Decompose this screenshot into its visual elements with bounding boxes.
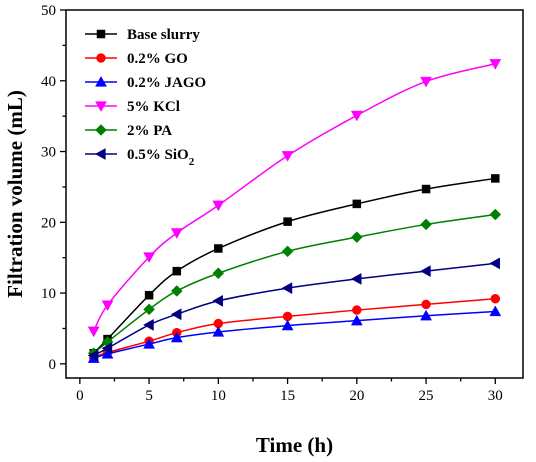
series-5 xyxy=(87,257,500,362)
legend-label: 0.5% SiO2 xyxy=(127,147,195,168)
plot-frame xyxy=(65,9,524,379)
data-point xyxy=(87,326,100,338)
data-point xyxy=(491,174,500,183)
legend-marker xyxy=(94,148,106,160)
data-point xyxy=(143,303,155,316)
x-tick-label: 10 xyxy=(211,388,226,404)
series-0 xyxy=(89,174,500,358)
legend-label: 2% PA xyxy=(127,123,172,139)
series-4 xyxy=(87,208,502,360)
data-point xyxy=(283,217,292,226)
y-tick-label: 0 xyxy=(49,357,57,373)
data-point xyxy=(420,218,432,231)
legend-entry: Base slurry xyxy=(85,27,200,43)
legend-marker xyxy=(96,29,106,39)
data-point xyxy=(143,318,154,331)
data-point xyxy=(489,208,502,221)
x-tick-label: 25 xyxy=(419,388,434,404)
series-layer xyxy=(87,59,502,363)
legend-marker xyxy=(95,124,107,136)
data-point xyxy=(101,300,114,312)
data-point xyxy=(212,325,225,337)
data-point xyxy=(214,244,223,253)
data-point xyxy=(352,305,362,315)
data-point xyxy=(489,257,500,270)
y-tick-label: 30 xyxy=(41,145,56,161)
data-point xyxy=(143,338,156,349)
legend-marker xyxy=(96,53,106,63)
x-tick-label: 20 xyxy=(349,388,364,404)
data-point xyxy=(170,308,182,321)
data-point xyxy=(420,265,431,278)
x-axis-label: Time (h) xyxy=(256,433,333,457)
data-point xyxy=(172,266,182,276)
legend-entry: 5% KCl xyxy=(85,99,180,115)
data-point xyxy=(170,228,183,239)
data-point xyxy=(352,199,362,209)
y-tick-label: 40 xyxy=(41,74,56,90)
series-line xyxy=(93,177,496,354)
data-point xyxy=(212,267,225,280)
data-point xyxy=(212,200,225,212)
data-point xyxy=(144,290,154,300)
x-tick-label: 0 xyxy=(76,388,84,404)
series-2 xyxy=(87,305,502,363)
data-point xyxy=(421,184,431,194)
legend-label: 5% KCl xyxy=(127,99,180,115)
data-point xyxy=(170,331,183,343)
series-line xyxy=(93,297,496,359)
data-point xyxy=(281,245,294,258)
data-point xyxy=(350,110,363,122)
data-point xyxy=(212,294,223,307)
x-tick-label: 30 xyxy=(488,388,503,404)
data-point xyxy=(282,311,293,322)
data-point xyxy=(101,347,114,359)
legend-entry: 0.2% JAGO xyxy=(85,75,206,91)
legend-label: 0.2% GO xyxy=(127,51,188,67)
data-point xyxy=(489,305,502,317)
legend-label: 0.2% JAGO xyxy=(127,75,206,91)
series-line xyxy=(93,310,496,359)
series-line xyxy=(93,63,496,332)
legend: Base slurry 0.2% GO 0.2% JAGO 5% KCl 2% PA 0.… xyxy=(85,27,206,168)
legend-entry: 2% PA xyxy=(85,123,172,139)
legend-marker xyxy=(95,75,107,87)
data-point xyxy=(420,309,432,321)
data-point xyxy=(281,282,293,295)
tick-labels: 0 5 10 15 20 25 30 0 10 20 30 40 50 xyxy=(41,3,503,404)
data-point xyxy=(350,231,363,244)
data-point xyxy=(281,319,294,331)
data-point xyxy=(170,285,183,297)
data-point xyxy=(489,59,502,70)
x-tick-label: 15 xyxy=(280,388,295,404)
data-point xyxy=(490,293,501,304)
y-tick-label: 50 xyxy=(41,3,56,19)
series-line xyxy=(93,213,496,354)
data-point xyxy=(350,272,362,285)
data-point xyxy=(421,299,431,310)
data-point xyxy=(143,252,156,263)
axis-ticks xyxy=(60,9,496,384)
legend-entry: 0.2% GO xyxy=(85,51,188,67)
legend-marker xyxy=(95,101,107,113)
series-line xyxy=(93,262,496,357)
data-point xyxy=(281,151,294,162)
series-3 xyxy=(87,59,502,338)
legend-subscript: 2 xyxy=(189,156,195,168)
data-point xyxy=(420,76,432,88)
data-point xyxy=(87,349,99,362)
y-axis-label: Filtration volume (mL) xyxy=(3,90,27,298)
y-tick-label: 10 xyxy=(41,286,56,302)
y-tick-label: 20 xyxy=(41,215,56,231)
x-tick-label: 5 xyxy=(145,388,153,404)
legend-entry: 0.5% SiO2 xyxy=(85,147,195,168)
data-point xyxy=(350,314,363,326)
data-point xyxy=(101,342,113,355)
legend-label: Base slurry xyxy=(127,27,200,43)
